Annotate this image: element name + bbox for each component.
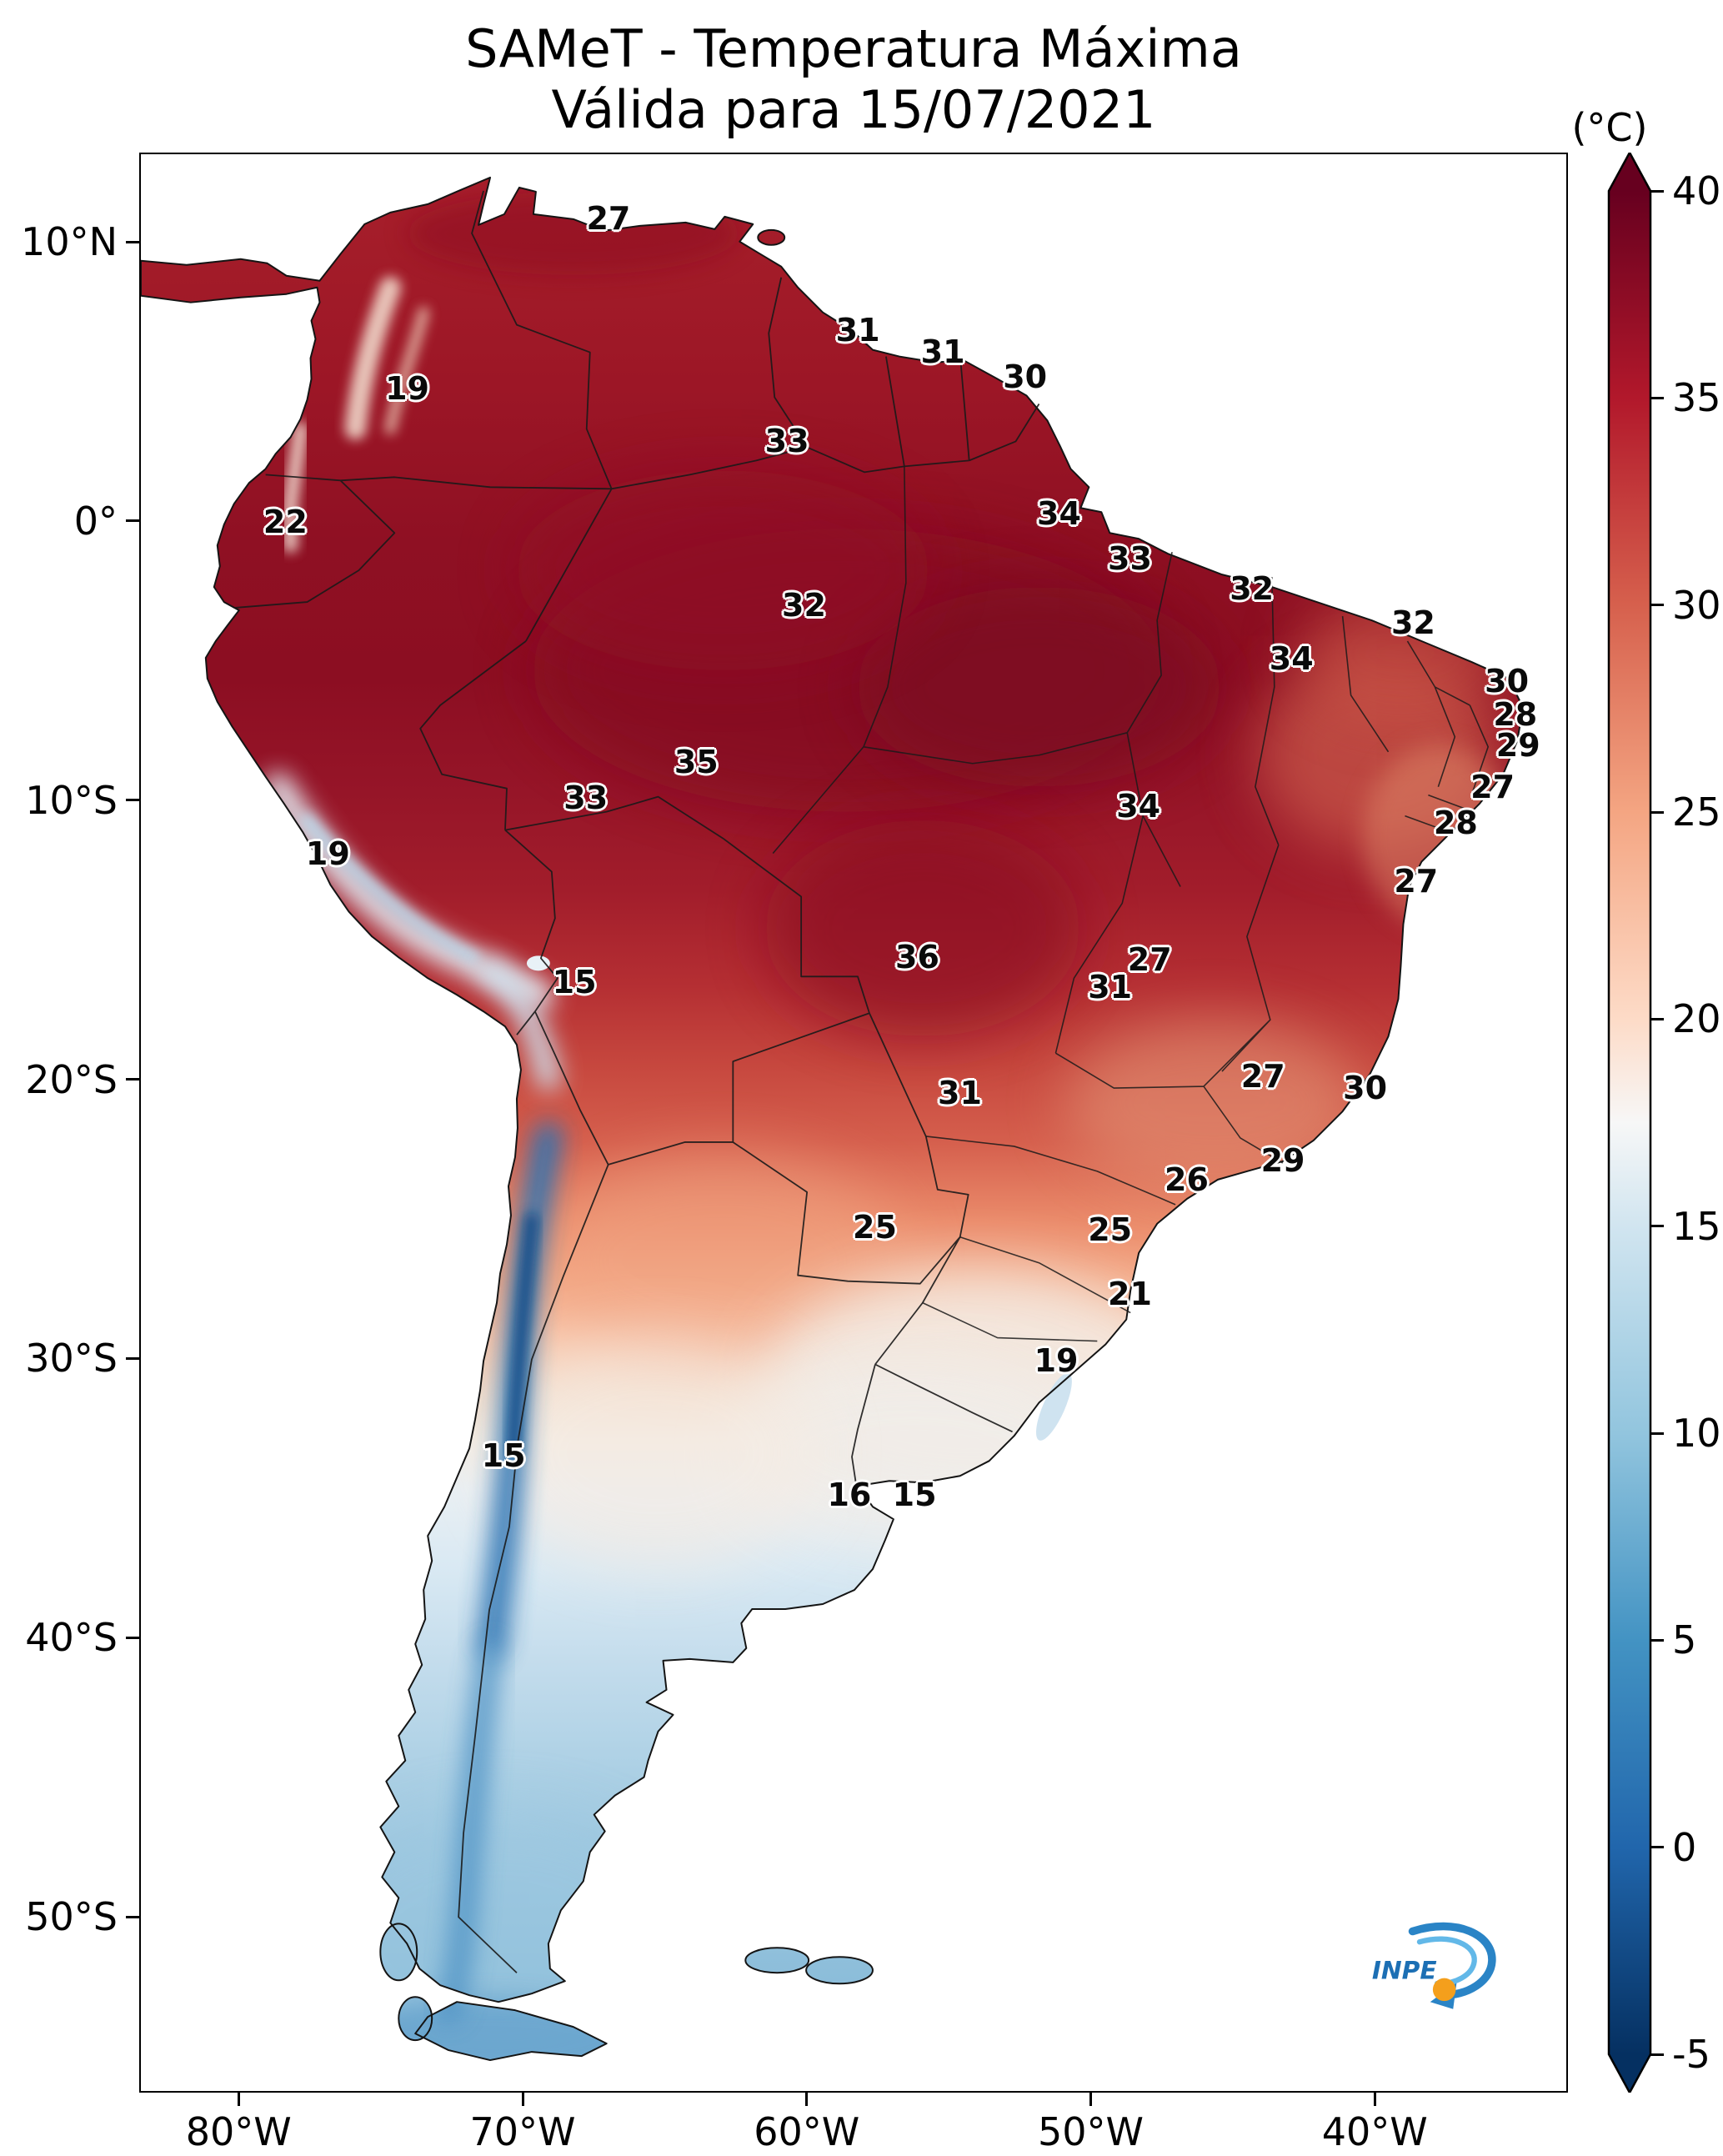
title-line-2: Válida para 15/07/2021	[551, 79, 1156, 141]
state-borders	[772, 466, 1490, 1342]
lat-tick-label: 50°S	[25, 1894, 118, 1940]
lon-tick-label: 60°W	[754, 2109, 860, 2154]
colorbar	[1607, 150, 1652, 2095]
colorbar-tick-label: 20	[1672, 996, 1721, 1042]
lat-tick-label: 10°S	[25, 777, 118, 823]
title-line-1: SAMeT - Temperatura Máxima	[465, 18, 1242, 79]
lat-tick-label: 40°S	[25, 1615, 118, 1661]
colorbar-tick-mark	[1650, 1431, 1664, 1435]
colorbar-unit-label: (°C)	[1571, 105, 1648, 150]
inpe-logo-swirl-outer	[1408, 1922, 1496, 1999]
inpe-logo-text: INPE	[1372, 1956, 1437, 1985]
colorbar-tick-mark	[1650, 396, 1664, 399]
lat-tick-mark	[126, 240, 139, 243]
colorbar-tick-mark	[1650, 1017, 1664, 1020]
map-plot-area: 27 19 31 31 30 33 22 34 33 32 32 32 34 30 28 29 35 27 33 34…	[139, 153, 1568, 2093]
colorbar-tick-mark	[1650, 604, 1664, 607]
colorbar-tick-mark	[1650, 189, 1664, 193]
lon-tick-mark	[1089, 2093, 1093, 2106]
colorbar-tick-label: 5	[1672, 1617, 1697, 1663]
colorbar-tick-mark	[1650, 2053, 1664, 2056]
lon-tick-mark	[1373, 2093, 1376, 2106]
colorbar-tick-label: 35	[1672, 375, 1721, 421]
lat-tick-mark	[126, 1636, 139, 1639]
lat-tick-label: 20°S	[25, 1056, 118, 1102]
lake-titicaca	[526, 955, 550, 971]
lat-tick-label: 10°N	[21, 219, 118, 265]
inpe-logo-swirl-inner	[1416, 1936, 1477, 1987]
lat-tick-mark	[126, 519, 139, 523]
colorbar-over-arrow	[1609, 153, 1650, 191]
colorbar-tick-label: 10	[1672, 1411, 1721, 1456]
lon-tick-label: 70°W	[469, 2109, 576, 2154]
lon-tick-mark	[237, 2093, 240, 2106]
colorbar-tick-label: 0	[1672, 1824, 1697, 1870]
colorbar-tick-label: -5	[1672, 2032, 1710, 2077]
lon-tick-mark	[521, 2093, 524, 2106]
lagoa-dos-patos	[1036, 1372, 1072, 1441]
lon-tick-label: 50°W	[1038, 2109, 1144, 2154]
colorbar-tick-mark	[1650, 1225, 1664, 1228]
colorbar-tick-label: 40	[1672, 168, 1721, 213]
lat-tick-mark	[126, 1356, 139, 1360]
colorbar-tick-label: 30	[1672, 582, 1721, 628]
lon-tick-mark	[805, 2093, 809, 2106]
coastline	[141, 176, 1525, 2062]
colorbar-under-arrow	[1609, 2054, 1650, 2093]
lat-tick-mark	[126, 799, 139, 802]
lon-tick-label: 40°W	[1321, 2109, 1428, 2154]
colorbar-tick-mark	[1650, 810, 1664, 814]
figure-title: SAMeT - Temperatura Máxima Válida para 1…	[139, 18, 1568, 140]
colorbar-tick-mark	[1650, 1846, 1664, 1849]
colorbar-tick-mark	[1650, 1638, 1664, 1642]
lat-tick-mark	[126, 1078, 139, 1081]
lat-tick-label: 30°S	[25, 1336, 118, 1381]
colorbar-tick-label: 15	[1672, 1203, 1721, 1249]
colorbar-tick-label: 25	[1672, 790, 1721, 835]
lat-tick-label: 0°	[73, 498, 118, 544]
south-america-temperature-map	[141, 176, 1525, 2062]
lat-tick-mark	[126, 1915, 139, 1918]
temperature-field	[141, 177, 1524, 2061]
lon-tick-label: 80°W	[185, 2109, 292, 2154]
country-borders	[233, 190, 1040, 1973]
inpe-logo: INPE	[1360, 1915, 1510, 2022]
colorbar-gradient-body	[1609, 191, 1650, 2054]
inpe-logo-orange-sphere	[1432, 1978, 1456, 2002]
